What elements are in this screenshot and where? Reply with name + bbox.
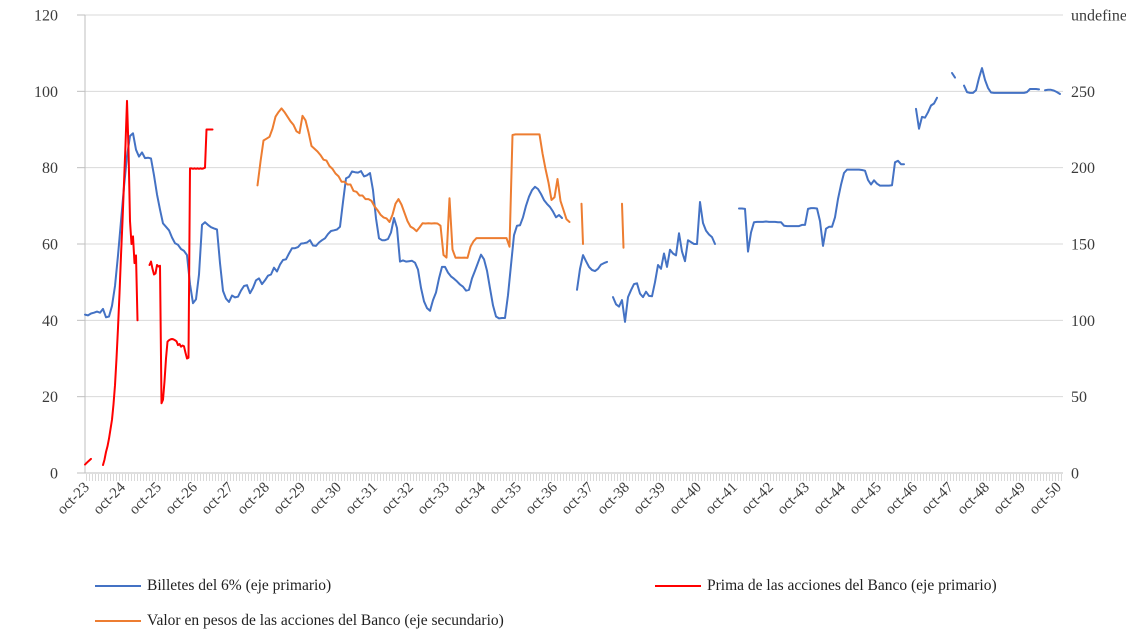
x-axis-tick-label: oct-50: [1026, 480, 1064, 518]
y-axis-right-label: 50: [1071, 389, 1087, 406]
x-axis-tick-label: oct-29: [270, 480, 308, 518]
x-axis-tick-label: oct-46: [882, 479, 921, 518]
x-axis-tick-label: oct-26: [162, 479, 201, 518]
y-axis-left-label: 60: [42, 237, 58, 254]
series-line-2: [621, 202, 625, 249]
x-axis-tick-label: oct-24: [90, 479, 129, 518]
series-line-0: [84, 132, 563, 320]
x-axis-tick-label: oct-23: [54, 480, 92, 518]
series-line-0: [612, 201, 716, 323]
legend-item-billetes: Billetes del 6% (eje primario): [95, 577, 331, 595]
series-line-2: [256, 107, 571, 259]
y-axis-right-label: undefined: [1071, 8, 1126, 25]
x-axis-tick-label: oct-40: [666, 480, 704, 518]
x-axis-tick-label: oct-39: [630, 480, 668, 518]
y-axis-right-label: 0: [1071, 466, 1079, 483]
x-axis-tick-label: oct-44: [810, 479, 849, 518]
x-axis-tick-label: oct-37: [558, 479, 597, 518]
y-axis-right-label: 250: [1071, 84, 1095, 101]
x-axis-tick-label: oct-49: [990, 480, 1028, 518]
legend-label-prima: Prima de las acciones del Banco (eje pri…: [707, 577, 997, 594]
y-axis-right-label: 100: [1071, 313, 1095, 330]
y-axis-left-label: 80: [42, 160, 58, 177]
series-line-0: [738, 159, 905, 253]
x-axis-tick-label: oct-32: [378, 480, 416, 518]
legend-label-valor: Valor en pesos de las acciones del Banco…: [147, 612, 504, 629]
x-axis-tick-label: oct-27: [198, 479, 237, 518]
x-axis-tick-label: oct-33: [414, 480, 452, 518]
y-axis-left-label: 40: [42, 313, 58, 330]
y-axis-left-label: 100: [34, 84, 58, 101]
x-axis-tick-label: oct-35: [486, 480, 524, 518]
legend-line-valor: [95, 620, 141, 622]
y-axis-left-label: 0: [50, 466, 58, 483]
x-axis-tick-label: oct-25: [126, 480, 164, 518]
legend-line-prima: [655, 585, 701, 587]
x-axis-tick-label: oct-48: [954, 480, 992, 518]
x-axis-tick-label: oct-43: [774, 480, 812, 518]
series-line-0: [951, 72, 956, 79]
x-axis-tick-label: oct-41: [702, 480, 740, 518]
series-line-0: [963, 67, 1040, 94]
legend-line-billetes: [95, 585, 141, 587]
series-line-0: [576, 254, 608, 291]
x-axis-tick-label: oct-45: [846, 480, 884, 518]
x-axis-tick-label: oct-38: [594, 480, 632, 518]
series-line-1: [148, 128, 214, 405]
y-axis-left-label: 20: [42, 389, 58, 406]
x-axis-tick-label: oct-30: [306, 480, 344, 518]
x-axis-tick-label: oct-42: [738, 480, 776, 518]
x-axis-tick-label: oct-36: [522, 479, 561, 518]
legend-item-valor: Valor en pesos de las acciones del Banco…: [95, 612, 504, 630]
series-line-0: [1044, 88, 1061, 95]
x-axis-tick-label: oct-28: [234, 480, 272, 518]
series-line-1: [102, 99, 139, 466]
series-line-0: [915, 96, 938, 130]
y-axis-right-label: 200: [1071, 160, 1095, 177]
x-axis-tick-label: oct-34: [450, 479, 489, 518]
x-axis-tick-label: oct-47: [918, 479, 957, 518]
legend-item-prima: Prima de las acciones del Banco (eje pri…: [655, 577, 997, 595]
legend-label-billetes: Billetes del 6% (eje primario): [147, 577, 332, 594]
x-axis-tick-label: oct-31: [342, 480, 380, 518]
series-line-2: [580, 202, 584, 245]
series-line-1: [84, 457, 92, 466]
y-axis-left-label: 120: [34, 8, 58, 25]
y-axis-right-label: 150: [1071, 237, 1095, 254]
